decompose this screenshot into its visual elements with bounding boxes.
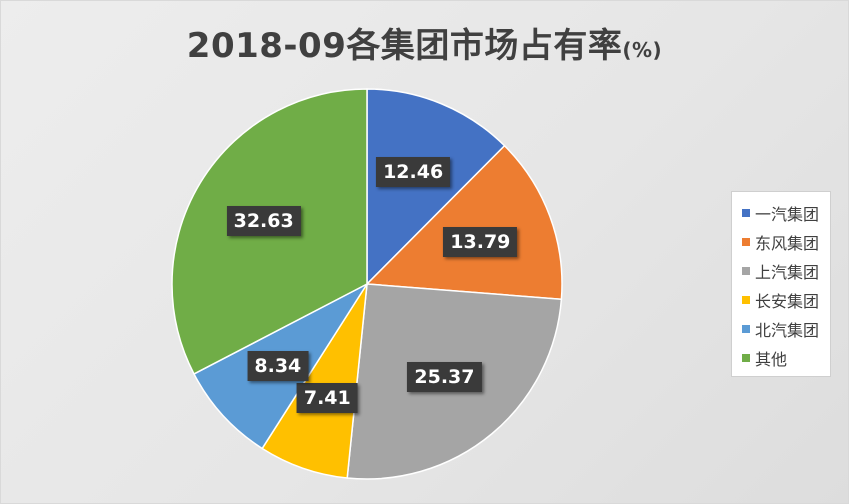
legend-label: 长安集团 bbox=[755, 291, 820, 311]
data-label-5: 8.34 bbox=[247, 350, 309, 381]
data-label-1: 12.46 bbox=[376, 157, 451, 188]
legend-swatch bbox=[742, 353, 750, 362]
chart-title-text: 2018-09各集团市场占有率 bbox=[186, 26, 623, 66]
legend-swatch bbox=[742, 295, 750, 304]
legend-label: 其他 bbox=[755, 349, 788, 369]
legend-item-2: 东风集团 bbox=[732, 227, 830, 256]
legend-label: 一汽集团 bbox=[755, 204, 820, 224]
legend-swatch bbox=[742, 237, 750, 246]
pie-slice-2 bbox=[365, 144, 563, 301]
legend-swatch bbox=[742, 208, 750, 217]
data-label-6: 32.63 bbox=[226, 206, 301, 237]
legend-item-3: 上汽集团 bbox=[732, 256, 830, 285]
chart-title: 2018-09各集团市场占有率(%) bbox=[0, 18, 849, 67]
legend: 一汽集团东风集团上汽集团长安集团北汽集团其他 bbox=[731, 191, 831, 377]
legend-label: 东风集团 bbox=[755, 233, 820, 253]
data-label-2: 13.79 bbox=[443, 227, 518, 257]
data-label-4: 7.41 bbox=[296, 383, 358, 414]
data-label-3: 25.37 bbox=[407, 361, 482, 392]
legend-item-1: 一汽集团 bbox=[732, 198, 830, 227]
legend-label: 上汽集团 bbox=[755, 262, 820, 282]
legend-swatch bbox=[742, 324, 750, 333]
legend-item-6: 其他 bbox=[732, 343, 830, 372]
legend-item-4: 长安集团 bbox=[732, 285, 830, 314]
legend-label: 北汽集团 bbox=[755, 320, 820, 340]
chart-title-unit: (%) bbox=[622, 38, 663, 62]
legend-item-5: 北汽集团 bbox=[732, 314, 830, 343]
legend-swatch bbox=[742, 266, 750, 275]
